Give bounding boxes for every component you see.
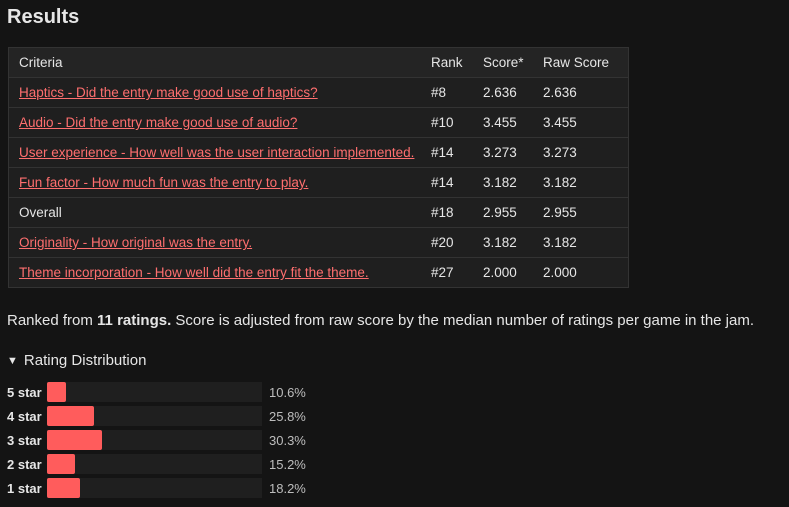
summary-prefix: Ranked from (7, 312, 98, 329)
distribution-row: 3 star 30.3% (7, 429, 317, 453)
star-label: 2 star (7, 457, 42, 472)
score-cell: 2.955 (483, 197, 543, 228)
distribution-bar-track (47, 406, 262, 426)
column-header-raw-score: Raw Score (543, 47, 629, 78)
distribution-row: 2 star 15.2% (7, 453, 317, 477)
raw-score-cell: 3.182 (543, 167, 629, 198)
star-label: 5 star (7, 385, 42, 400)
distribution-row: 4 star 25.8% (7, 405, 317, 429)
criteria-link[interactable]: Theme incorporation - How well did the e… (19, 265, 369, 280)
criteria-link[interactable]: Haptics - Did the entry make good use of… (19, 85, 318, 100)
table-row: Originality - How original was the entry… (8, 227, 629, 258)
criteria-cell: Fun factor - How much fun was the entry … (8, 167, 431, 198)
distribution-bar-track (47, 430, 262, 450)
score-cell: 3.182 (483, 227, 543, 258)
table-body: Haptics - Did the entry make good use of… (8, 77, 629, 288)
table-row: Overall #18 2.955 2.955 (8, 197, 629, 228)
distribution-bar-track (47, 454, 262, 474)
table-row: Theme incorporation - How well did the e… (8, 257, 629, 288)
criteria-cell: Theme incorporation - How well did the e… (8, 257, 431, 288)
distribution-percent: 25.8% (269, 409, 306, 424)
rank-cell: #14 (431, 167, 483, 198)
criteria-cell: Originality - How original was the entry… (8, 227, 431, 258)
distribution-bar (47, 430, 102, 450)
triangle-down-icon: ▼ (7, 355, 18, 367)
criteria-label: Overall (19, 205, 62, 220)
summary-ratings-count: 11 ratings. (97, 312, 172, 329)
criteria-cell: Haptics - Did the entry make good use of… (8, 77, 431, 108)
score-cell: 3.455 (483, 107, 543, 138)
column-header-rank: Rank (431, 47, 483, 78)
raw-score-cell: 3.182 (543, 227, 629, 258)
table-row: Haptics - Did the entry make good use of… (8, 77, 629, 108)
rank-cell: #14 (431, 137, 483, 168)
criteria-cell: User experience - How well was the user … (8, 137, 431, 168)
rank-cell: #18 (431, 197, 483, 228)
rating-distribution-toggle[interactable]: ▼ Rating Distribution (7, 352, 146, 369)
score-cell: 2.000 (483, 257, 543, 288)
rating-distribution: 5 star 10.6% 4 star 25.8% 3 star 30.3% 2 star 1… (7, 381, 317, 501)
distribution-percent: 30.3% (269, 433, 306, 448)
table-header-row: Criteria Rank Score* Raw Score (8, 47, 629, 78)
rank-cell: #10 (431, 107, 483, 138)
criteria-link[interactable]: Originality - How original was the entry… (19, 235, 253, 250)
column-header-score: Score* (483, 47, 543, 78)
distribution-row: 1 star 18.2% (7, 477, 317, 501)
distribution-percent: 18.2% (269, 481, 306, 496)
criteria-cell: Audio - Did the entry make good use of a… (8, 107, 431, 138)
distribution-bar-track (47, 478, 262, 498)
table-row: Fun factor - How much fun was the entry … (8, 167, 629, 198)
page-title: Results (7, 6, 80, 28)
results-table: Criteria Rank Score* Raw Score Haptics -… (8, 47, 629, 288)
rank-cell: #20 (431, 227, 483, 258)
distribution-percent: 10.6% (269, 385, 306, 400)
criteria-link[interactable]: Fun factor - How much fun was the entry … (19, 175, 309, 190)
rank-cell: #27 (431, 257, 483, 288)
raw-score-cell: 3.273 (543, 137, 629, 168)
rating-distribution-label: Rating Distribution (23, 352, 147, 369)
column-header-criteria: Criteria (8, 47, 431, 78)
distribution-bar (47, 478, 80, 498)
star-label: 1 star (7, 481, 42, 496)
distribution-bar (47, 454, 75, 474)
star-label: 4 star (7, 409, 42, 424)
criteria-link[interactable]: Audio - Did the entry make good use of a… (19, 115, 298, 130)
criteria-cell: Overall (8, 197, 431, 228)
rank-cell: #8 (431, 77, 483, 108)
raw-score-cell: 3.455 (543, 107, 629, 138)
distribution-row: 5 star 10.6% (7, 381, 317, 405)
raw-score-cell: 2.000 (543, 257, 629, 288)
distribution-percent: 15.2% (269, 457, 306, 472)
ratings-summary: Ranked from 11 ratings. Score is adjuste… (7, 312, 754, 329)
score-cell: 3.273 (483, 137, 543, 168)
distribution-bar (47, 382, 66, 402)
distribution-bar-track (47, 382, 262, 402)
score-cell: 2.636 (483, 77, 543, 108)
summary-suffix: Score is adjusted from raw score by the … (171, 312, 755, 329)
score-cell: 3.182 (483, 167, 543, 198)
raw-score-cell: 2.955 (543, 197, 629, 228)
raw-score-cell: 2.636 (543, 77, 629, 108)
table-row: User experience - How well was the user … (8, 137, 629, 168)
criteria-link[interactable]: User experience - How well was the user … (19, 145, 415, 160)
distribution-bar (47, 406, 94, 426)
star-label: 3 star (7, 433, 42, 448)
table-row: Audio - Did the entry make good use of a… (8, 107, 629, 138)
